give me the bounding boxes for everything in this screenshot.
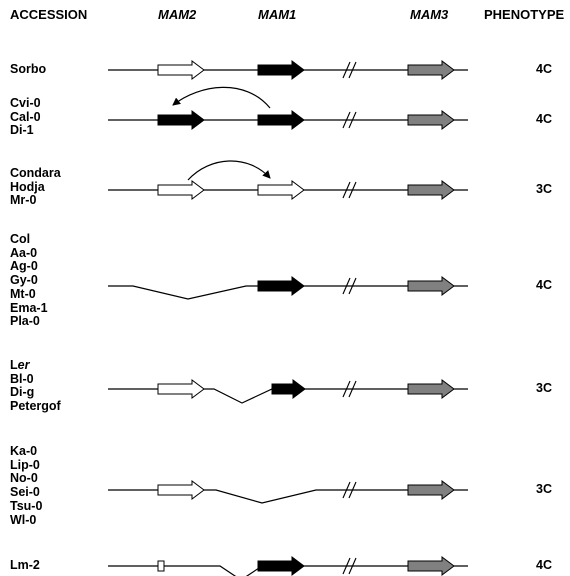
- row-6-accessions: Ka-0 Lip-0 No-0 Sei-0 Tsu-0 Wl-0: [10, 444, 43, 527]
- row-1-accessions: Sorbo: [10, 62, 47, 77]
- row-3-duplication-arrow: [187, 160, 271, 181]
- row-6-break-a: [342, 481, 351, 499]
- header-mam1: MAM1: [258, 7, 297, 22]
- row-7-phenotype: 4C: [536, 558, 552, 572]
- accession-label: Mt-0: [10, 286, 36, 301]
- accession-label: Mr-0: [10, 193, 37, 208]
- row-2-mam2-gene: [157, 110, 205, 130]
- row-7-break-a: [342, 557, 351, 575]
- row-1-phenotype: 4C: [536, 62, 552, 76]
- row-5-phenotype: 3C: [536, 381, 552, 395]
- accession-label: Gy-0: [10, 273, 38, 288]
- row-1-break-b: [348, 61, 357, 79]
- row-4-break-b: [348, 277, 357, 295]
- row-2-break-a: [342, 111, 351, 129]
- row-6-mam3-gene: [407, 480, 455, 500]
- row-2-mam1-gene: [257, 110, 305, 130]
- row-1-mam1-gene: [257, 60, 305, 80]
- header-accession: ACCESSION: [10, 7, 88, 22]
- row-7-accessions: Lm-2: [10, 558, 40, 573]
- row-4-break-a: [342, 277, 351, 295]
- row-4-mam1-gene: [257, 276, 305, 296]
- row-3-mam2-gene: [157, 180, 205, 200]
- accession-label: Ag-0: [10, 259, 38, 274]
- accession-label: Cvi-0: [10, 96, 41, 110]
- row-5-mam2-gene: [157, 379, 205, 399]
- row-6-mam2-gene: [157, 480, 205, 500]
- row-6-phenotype: 3C: [536, 482, 552, 496]
- accession-label: Bl-0: [10, 371, 34, 386]
- row-7-break-b: [348, 557, 357, 575]
- row-5-mam1-gene: [271, 379, 306, 399]
- accession-label: Sei-0: [10, 485, 40, 500]
- row-3-break-a: [342, 181, 351, 199]
- accession-label: Lm-2: [10, 558, 40, 572]
- row-5-accessions: Ler Bl-0 Di-g Petergof: [10, 358, 61, 414]
- accession-label: Ka-0: [10, 444, 38, 458]
- row-4-accessions: Col Aa-0 Ag-0 Gy-0 Mt-0 Ema-1 Pla-0: [10, 232, 48, 329]
- row-4-phenotype: 4C: [536, 278, 552, 292]
- accession-label: Hodja: [10, 179, 45, 194]
- accession-label: Aa-0: [10, 245, 38, 260]
- row-3-break-b: [348, 181, 357, 199]
- row-1-mam3-gene: [407, 60, 455, 80]
- row-2-mam3-gene: [407, 110, 455, 130]
- row-4-mam3-gene: [407, 276, 455, 296]
- accession-label: Col: [10, 232, 31, 246]
- row-7-mam1-gene: [257, 556, 305, 576]
- row-5-mam3-gene: [407, 379, 455, 399]
- row-5-backbone-right: [203, 388, 468, 404]
- row-3-accessions: Condara Hodja Mr-0: [10, 166, 61, 208]
- accession-label: Di-1: [10, 123, 34, 138]
- accession-label: Pla-0: [10, 314, 40, 329]
- accession-label: Cal-0: [10, 109, 41, 124]
- row-2-accessions: Cvi-0 Cal-0 Di-1: [10, 96, 41, 138]
- row-6-break-b: [348, 481, 357, 499]
- accession-label: Sorbo: [10, 62, 47, 76]
- accession-label: No-0: [10, 471, 38, 486]
- header-mam3: MAM3: [410, 7, 449, 22]
- accession-label: Ler: [10, 358, 30, 372]
- header-phenotype: PHENOTYPE: [484, 7, 565, 22]
- accession-label: Tsu-0: [10, 498, 43, 513]
- header-mam2: MAM2: [158, 7, 197, 22]
- row-3-mam3-gene: [407, 180, 455, 200]
- row-7-backbone-right: [164, 565, 468, 576]
- accession-label: Di-g: [10, 385, 35, 400]
- row-4-backbone: [108, 285, 468, 300]
- accession-label: Wl-0: [10, 512, 37, 527]
- row-7-mam2-remnant: [157, 560, 165, 572]
- accession-label: Ema-1: [10, 300, 48, 315]
- row-1-break-a: [342, 61, 351, 79]
- row-2-duplication-arrow: [172, 86, 271, 109]
- row-2-break-b: [348, 111, 357, 129]
- row-5-break-b: [348, 380, 357, 398]
- accession-label: Petergof: [10, 399, 61, 414]
- row-2-phenotype: 4C: [536, 112, 552, 126]
- row-3-mam1-gene: [257, 180, 305, 200]
- row-3-phenotype: 3C: [536, 182, 552, 196]
- row-7-mam3-gene: [407, 556, 455, 576]
- accession-label: Condara: [10, 166, 61, 180]
- accession-label: Lip-0: [10, 457, 40, 472]
- row-1-mam2-gene: [157, 60, 205, 80]
- row-5-break-a: [342, 380, 351, 398]
